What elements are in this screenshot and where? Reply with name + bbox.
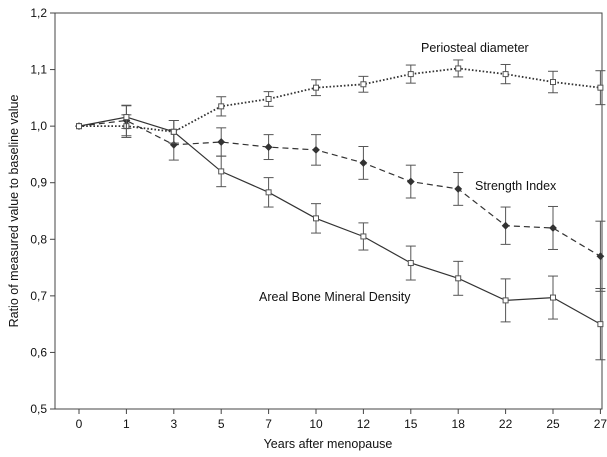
x-tick-label: 10 [309, 417, 323, 431]
annotation-periosteal-diameter: Periosteal diameter [421, 41, 529, 55]
data-point [360, 233, 367, 240]
y-tick-label: 0,6 [30, 345, 47, 359]
data-point [313, 84, 319, 91]
y-axis: 0,5 0,6 0,7 0,8 0,9 1,0 1,1 1,2 [30, 6, 55, 416]
data-point [170, 128, 177, 135]
data-point [313, 215, 319, 222]
x-axis: 0 1 3 5 7 10 12 15 18 22 25 27 [76, 409, 607, 431]
y-tick-label: 0,9 [30, 176, 47, 190]
x-tick-label: 0 [76, 417, 83, 431]
data-point [218, 168, 225, 175]
data-point [407, 71, 414, 78]
y-tick-label: 0,7 [30, 289, 47, 303]
data-point [597, 321, 604, 328]
data-point [265, 95, 272, 102]
annotation-strength-index: Strength Index [475, 179, 557, 193]
data-point [502, 297, 509, 304]
data-point [596, 252, 605, 261]
series-line-periosteal-diameter [79, 67, 601, 133]
series-areal-bone-mineral-density [76, 105, 606, 361]
data-point [76, 123, 82, 130]
x-axis-title: Years after menopause [264, 437, 393, 451]
data-point [455, 65, 462, 72]
data-point [501, 221, 510, 230]
x-tick-label: 18 [452, 417, 466, 431]
data-point [550, 79, 556, 86]
data-point [265, 189, 272, 196]
data-point [217, 138, 226, 146]
x-tick-label: 12 [357, 417, 371, 431]
data-point [123, 114, 130, 121]
x-tick-label: 22 [499, 417, 513, 431]
series-line-strength-index [78, 119, 601, 257]
x-tick-label: 5 [218, 417, 225, 431]
series-layer [75, 59, 606, 361]
data-point [360, 81, 367, 88]
data-point [218, 103, 225, 110]
plot-frame [54, 12, 603, 410]
data-point [312, 145, 320, 154]
y-tick-label: 0,8 [30, 232, 47, 246]
x-tick-label: 1 [123, 417, 130, 431]
series-strength-index [75, 104, 606, 292]
data-point [454, 185, 463, 193]
x-tick-label: 25 [546, 417, 560, 431]
annotation-areal-bmd: Areal Bone Mineral Density [259, 290, 411, 304]
data-point [407, 260, 414, 267]
data-point [406, 177, 415, 186]
y-tick-label: 1,2 [30, 6, 47, 20]
y-tick-label: 0,5 [30, 402, 47, 416]
data-point [549, 224, 557, 232]
x-tick-label: 27 [594, 417, 607, 431]
data-point [455, 275, 462, 282]
data-point [264, 143, 273, 151]
x-tick-label: 3 [170, 417, 177, 431]
y-tick-label: 1,1 [30, 63, 47, 77]
series-periosteal-diameter [76, 59, 606, 144]
series-line-areal-bone-mineral-density [78, 116, 601, 325]
x-tick-label: 15 [404, 417, 418, 431]
x-tick-label: 7 [265, 417, 272, 431]
y-tick-label: 1,0 [30, 119, 47, 133]
data-point [597, 84, 604, 91]
y-axis-title: Ratio of measured value to baseline valu… [7, 95, 21, 328]
data-point [359, 159, 368, 167]
data-point [550, 294, 556, 301]
data-point [502, 71, 509, 78]
